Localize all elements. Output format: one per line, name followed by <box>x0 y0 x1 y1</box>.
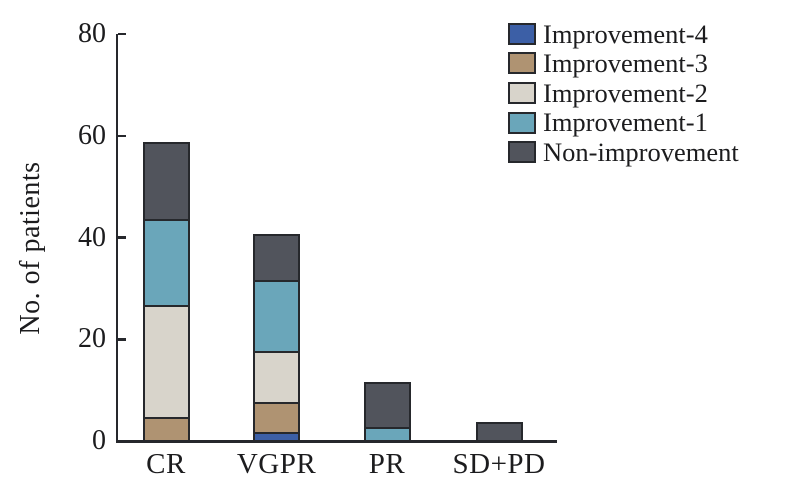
legend-item-non-improvement: Non-improvement <box>508 137 739 167</box>
legend-item-improvement-3: Improvement-3 <box>508 49 739 79</box>
legend-color-swatch-improvement-2 <box>508 81 536 104</box>
legend-label: Improvement-1 <box>543 107 708 138</box>
legend-color-swatch-improvement-3 <box>508 52 536 75</box>
bar-segment-vgpr-improvement-3 <box>253 401 300 435</box>
bar-segment-vgpr-improvement-2 <box>253 350 300 404</box>
legend-item-improvement-4: Improvement-4 <box>508 19 739 49</box>
legend-label: Non-improvement <box>543 136 739 167</box>
y-tick-mark-40 <box>118 236 126 239</box>
y-tick-label-20: 20 <box>78 323 106 355</box>
bar-segment-pr-non-improvement <box>363 381 411 430</box>
legend-color-swatch-non-improvement <box>508 141 536 164</box>
y-tick-label-80: 80 <box>78 18 106 49</box>
bar-cr <box>142 142 190 442</box>
bar-segment-vgpr-non-improvement <box>253 233 300 282</box>
x-axis-line <box>115 439 557 443</box>
legend-color-swatch-improvement-1 <box>508 111 536 134</box>
legend-item-improvement-2: Improvement-2 <box>508 78 739 108</box>
legend-color-swatch-improvement-4 <box>508 22 536 45</box>
bar-pr <box>363 381 411 442</box>
bar-vgpr <box>253 233 300 442</box>
bar-segment-cr-non-improvement <box>142 142 190 221</box>
x-category-label-sd-pd: SD+PD <box>452 448 546 480</box>
x-category-label-cr: CR <box>146 448 186 480</box>
y-tick-mark-80 <box>118 32 126 36</box>
legend-item-improvement-1: Improvement-1 <box>508 108 739 138</box>
bar-segment-cr-improvement-3 <box>142 417 190 442</box>
y-tick-mark-60 <box>118 134 126 137</box>
y-tick-label-0: 0 <box>92 425 106 456</box>
legend-label: Improvement-3 <box>543 48 708 79</box>
legend-label: Improvement-4 <box>543 18 708 49</box>
y-tick-label-40: 40 <box>78 221 106 253</box>
y-tick-label-60: 60 <box>78 119 106 151</box>
bar-segment-vgpr-improvement-1 <box>253 279 300 353</box>
bar-segment-cr-improvement-1 <box>142 218 190 308</box>
x-category-label-vgpr: VGPR <box>236 448 317 480</box>
bar-segment-cr-improvement-2 <box>142 305 190 420</box>
legend: Improvement-4 Improvement-3 Improvement-2 I… <box>508 19 739 167</box>
y-axis-line <box>115 34 118 442</box>
x-category-label-pr: PR <box>368 448 406 480</box>
y-tick-mark-20 <box>118 338 126 341</box>
legend-label: Improvement-2 <box>543 77 708 108</box>
